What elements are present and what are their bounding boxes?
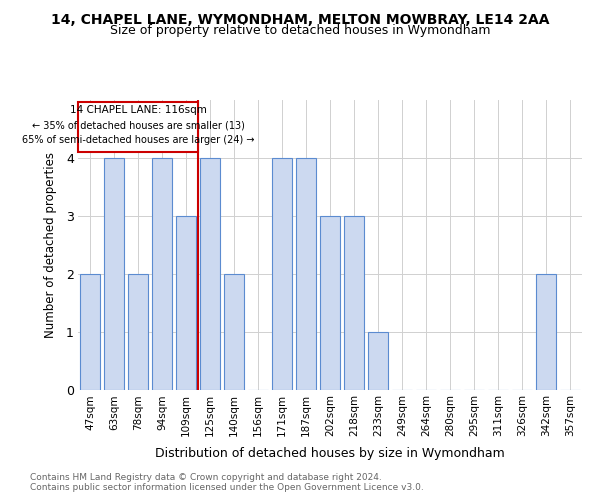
Text: ← 35% of detached houses are smaller (13): ← 35% of detached houses are smaller (13… bbox=[32, 120, 244, 130]
Bar bbox=[104, 158, 124, 390]
X-axis label: Distribution of detached houses by size in Wymondham: Distribution of detached houses by size … bbox=[155, 448, 505, 460]
Bar bbox=[128, 274, 148, 390]
Text: Contains public sector information licensed under the Open Government Licence v3: Contains public sector information licen… bbox=[30, 484, 424, 492]
Bar bbox=[272, 158, 292, 390]
Bar bbox=[296, 158, 316, 390]
Text: 14, CHAPEL LANE, WYMONDHAM, MELTON MOWBRAY, LE14 2AA: 14, CHAPEL LANE, WYMONDHAM, MELTON MOWBR… bbox=[51, 12, 549, 26]
Bar bbox=[536, 274, 556, 390]
FancyBboxPatch shape bbox=[78, 102, 198, 152]
Bar bbox=[344, 216, 364, 390]
Bar bbox=[368, 332, 388, 390]
Text: Contains HM Land Registry data © Crown copyright and database right 2024.: Contains HM Land Registry data © Crown c… bbox=[30, 474, 382, 482]
Bar bbox=[320, 216, 340, 390]
Y-axis label: Number of detached properties: Number of detached properties bbox=[44, 152, 58, 338]
Bar bbox=[176, 216, 196, 390]
Text: 65% of semi-detached houses are larger (24) →: 65% of semi-detached houses are larger (… bbox=[22, 135, 254, 145]
Bar bbox=[200, 158, 220, 390]
Text: 14 CHAPEL LANE: 116sqm: 14 CHAPEL LANE: 116sqm bbox=[70, 105, 206, 115]
Bar bbox=[224, 274, 244, 390]
Text: Size of property relative to detached houses in Wymondham: Size of property relative to detached ho… bbox=[110, 24, 490, 37]
Bar bbox=[152, 158, 172, 390]
Bar bbox=[80, 274, 100, 390]
